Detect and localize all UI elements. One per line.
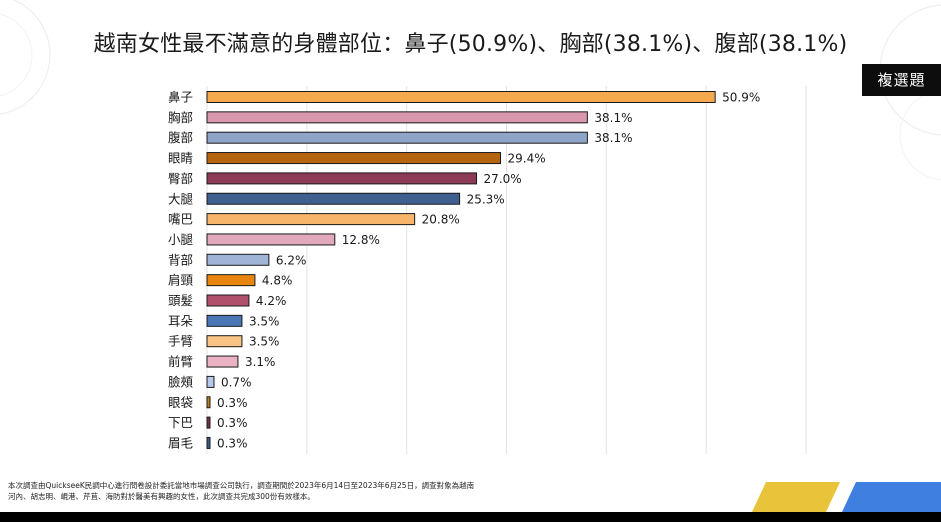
value-label: 38.1%	[594, 131, 632, 145]
category-label: 臉頰	[168, 374, 194, 389]
value-label: 0.3%	[217, 396, 248, 410]
category-label: 小腿	[168, 232, 194, 247]
category-label: 臀部	[168, 171, 193, 186]
bar	[206, 192, 461, 205]
value-label: 4.8%	[262, 274, 293, 288]
value-labels: 50.9% 38.1% 38.1% 29.4% 27.0% 25.3% 20.8% 12.8%…	[217, 91, 760, 451]
bar	[206, 355, 239, 368]
bar	[206, 416, 211, 429]
value-label: 3.5%	[249, 335, 279, 349]
deco-circle-right-lower	[899, 89, 941, 181]
deco-circle-left-inner	[0, 13, 33, 97]
bar	[206, 294, 250, 307]
value-label: 25.3%	[467, 192, 505, 206]
category-label: 鼻子	[168, 90, 193, 105]
footnote-line-1: 本次調查由QuickseeK民調中心進行問卷設計委託當地市場調查公司執行，調查期…	[8, 481, 475, 490]
value-label: 20.8%	[422, 213, 460, 227]
bar	[206, 396, 211, 409]
bar	[206, 233, 336, 246]
bar	[206, 314, 243, 327]
category-label: 眼袋	[168, 395, 194, 410]
chart-title: 越南女性最不滿意的身體部位：鼻子(50.9%)、胸部(38.1%)、腹部(38.…	[93, 32, 848, 57]
accent-yellow-shape	[752, 482, 840, 512]
value-label: 0.3%	[217, 416, 248, 430]
category-label: 背部	[168, 252, 193, 267]
category-label: 大腿	[168, 191, 194, 206]
bar	[206, 213, 416, 226]
category-label: 腹部	[168, 130, 193, 145]
survey-footnote: 本次調查由QuickseeK民調中心進行問卷設計委託當地市場調查公司執行，調查期…	[8, 480, 608, 502]
value-label: 0.7%	[221, 375, 252, 389]
category-label: 手臂	[168, 334, 193, 349]
value-label: 50.9%	[722, 91, 760, 105]
category-label: 嘴巴	[168, 212, 193, 227]
category-label: 前臂	[168, 354, 193, 369]
value-label: 27.0%	[484, 172, 522, 186]
bar	[206, 436, 211, 449]
bar	[206, 172, 478, 185]
value-label: 29.4%	[508, 152, 546, 166]
bar	[206, 111, 588, 124]
bars	[206, 91, 716, 449]
accent-blue-shape	[842, 482, 941, 512]
bar	[206, 274, 256, 287]
value-label: 0.3%	[217, 436, 248, 450]
value-label: 4.2%	[256, 294, 287, 308]
value-label: 3.5%	[249, 314, 279, 328]
bar	[206, 253, 270, 266]
bar	[206, 91, 716, 103]
bar	[206, 375, 215, 388]
category-label: 眼睛	[168, 151, 193, 166]
deco-circle-left	[0, 0, 51, 115]
category-label: 下巴	[168, 415, 193, 430]
category-label: 耳朵	[168, 313, 194, 328]
footnote-line-2: 河內、胡志明、峴港、芹苴、海防對於醫美有興趣的女性，此次調查共完成300份有效樣…	[8, 492, 315, 501]
bar	[206, 335, 243, 348]
bottom-bar	[0, 512, 941, 522]
category-label: 肩頸	[168, 273, 194, 288]
bar	[206, 131, 588, 144]
multiple-choice-tag: 複選題	[862, 64, 941, 96]
value-label: 3.1%	[245, 355, 276, 369]
value-label: 12.8%	[342, 233, 380, 247]
bar	[206, 152, 502, 165]
gridlines	[206, 86, 807, 454]
value-label: 38.1%	[594, 111, 632, 125]
category-label: 胸部	[168, 110, 193, 125]
category-label: 眉毛	[168, 435, 194, 450]
value-label: 6.2%	[276, 253, 307, 267]
category-label: 頭髮	[168, 293, 193, 308]
